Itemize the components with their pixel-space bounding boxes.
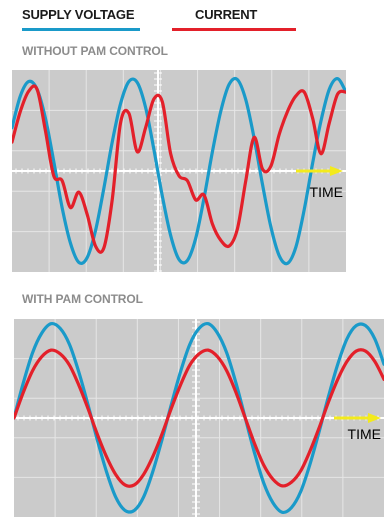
legend-label-current: CURRENT [195,7,258,22]
time-arrow [296,166,343,176]
chart-title-without-pam: WITHOUT PAM CONTROL [22,44,168,58]
current-curve [14,348,384,488]
time-axis-label: TIME [348,426,381,442]
supply-voltage-curve [12,76,346,266]
legend-item-current: CURRENT [172,6,296,31]
time-arrow-head [368,413,381,423]
legend: SUPPLY VOLTAGE CURRENT [22,6,362,34]
current-curve [12,84,346,254]
legend-item-supply-voltage: SUPPLY VOLTAGE [22,6,140,31]
time-arrow-head [330,166,343,176]
legend-swatch-current [172,28,296,31]
time-arrow [334,413,381,423]
time-axis-label: TIME [310,184,343,200]
chart-title-with-pam: WITH PAM CONTROL [22,292,143,306]
legend-label-supply-voltage: SUPPLY VOLTAGE [22,7,135,22]
chart-with-pam: TIME [14,319,384,517]
legend-swatch-supply-voltage [22,28,140,31]
chart-without-pam: TIME [12,70,346,272]
